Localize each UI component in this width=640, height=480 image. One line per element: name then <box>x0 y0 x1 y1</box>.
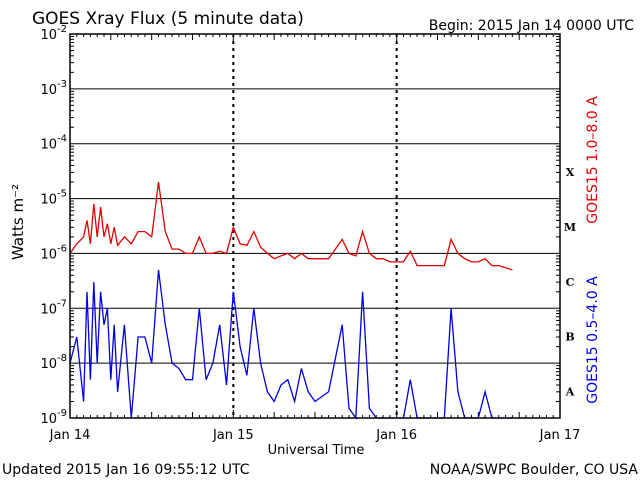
y-tick-label: 10-7 <box>40 298 67 317</box>
y-tick-exponent: -2 <box>57 24 67 35</box>
flare-class-label: C <box>566 276 575 289</box>
x-tick-label: Jan 16 <box>375 428 417 443</box>
y-tick-label: 10-4 <box>40 134 67 153</box>
x-tick-label: Jan 14 <box>49 428 91 443</box>
y-tick-label: 10-5 <box>40 189 67 208</box>
y-tick-exponent: -3 <box>57 79 67 90</box>
updated-label: Updated 2015 Jan 16 09:55:12 UTC <box>2 462 250 478</box>
legend-long-channel: GOES15 1.0–8.0 A <box>585 96 601 224</box>
y-tick-exponent: -6 <box>57 243 67 254</box>
y-tick-label: 10-6 <box>40 243 67 262</box>
y-tick-label: 10-9 <box>40 408 67 427</box>
y-tick-exponent: -9 <box>57 408 67 419</box>
flare-class-label: A <box>565 386 575 399</box>
plot-frame <box>69 33 561 419</box>
series-line-short-channel <box>69 269 513 420</box>
chart-title: GOES Xray Flux (5 minute data) <box>32 9 304 29</box>
y-tick-label: 10-3 <box>40 79 67 98</box>
begin-label: Begin: 2015 Jan 14 0000 UTC <box>429 18 634 34</box>
y-axis-label: Watts m⁻² <box>9 184 27 260</box>
series-line-long-channel <box>69 182 513 271</box>
flare-class-label: B <box>565 331 574 344</box>
credit-label: NOAA/SWPC Boulder, CO USA <box>430 462 639 478</box>
y-tick-exponent: -4 <box>57 134 67 145</box>
flare-class-label: X <box>566 166 575 179</box>
flare-class-label: M <box>564 221 576 234</box>
y-tick-exponent: -8 <box>57 353 67 364</box>
x-axis-label: Universal Time <box>268 443 365 458</box>
y-tick-label: 10-8 <box>40 353 67 372</box>
y-tick-exponent: -7 <box>57 298 67 309</box>
x-tick-label: Jan 15 <box>212 428 254 443</box>
x-tick-label: Jan 17 <box>539 428 581 443</box>
y-tick-exponent: -5 <box>57 189 67 200</box>
legend-short-channel: GOES15 0.5–4.0 A <box>585 276 601 404</box>
